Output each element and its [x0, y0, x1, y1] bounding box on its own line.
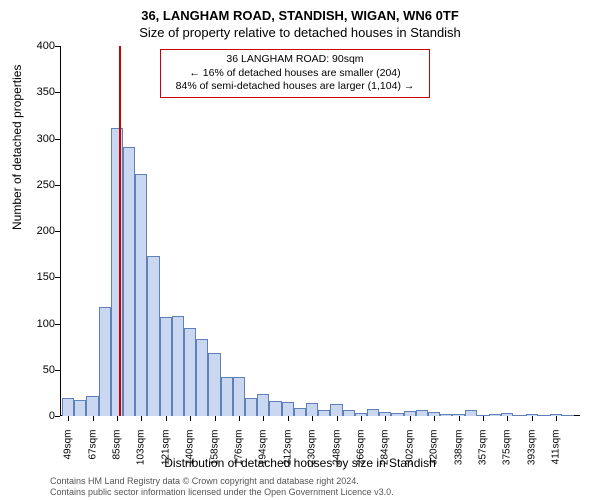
- x-tick-mark: [337, 416, 338, 421]
- x-tick-mark: [434, 416, 435, 421]
- x-tick-mark: [312, 416, 313, 421]
- histogram-bar: [367, 409, 379, 416]
- y-tick-mark: [55, 416, 60, 417]
- x-tick-mark: [483, 416, 484, 421]
- histogram-bar: [99, 307, 111, 416]
- y-tick-label: 400: [25, 40, 55, 52]
- chart-title-main: 36, LANGHAM ROAD, STANDISH, WIGAN, WN6 0…: [0, 0, 600, 23]
- x-tick-mark: [215, 416, 216, 421]
- y-tick-label: 150: [25, 271, 55, 283]
- x-tick-mark: [288, 416, 289, 421]
- y-tick-label: 350: [25, 86, 55, 98]
- y-axis-line: [60, 46, 61, 416]
- y-tick-mark: [55, 92, 60, 93]
- footer-line2: Contains public sector information licen…: [50, 487, 394, 498]
- x-tick-mark: [117, 416, 118, 421]
- property-marker-line: [119, 46, 121, 416]
- histogram-bar: [538, 415, 550, 416]
- x-tick-mark: [410, 416, 411, 421]
- annotation-line3: 84% of semi-detached houses are larger (…: [167, 80, 423, 94]
- y-tick-label: 200: [25, 225, 55, 237]
- chart-plot-area: 050100150200250300350400 36 LANGHAM ROAD…: [60, 46, 580, 416]
- histogram-bar: [221, 377, 233, 416]
- histogram-bar: [208, 353, 220, 416]
- histogram-bar: [196, 339, 208, 416]
- histogram-bar: [391, 413, 403, 416]
- x-tick-mark: [68, 416, 69, 421]
- histogram-bar: [282, 402, 294, 416]
- footer-line1: Contains HM Land Registry data © Crown c…: [50, 476, 394, 487]
- y-tick-mark: [55, 46, 60, 47]
- histogram-bar: [62, 398, 74, 416]
- histogram-bar: [86, 396, 98, 416]
- y-tick-mark: [55, 185, 60, 186]
- x-axis-label: Distribution of detached houses by size …: [0, 456, 600, 470]
- y-tick-mark: [55, 324, 60, 325]
- x-tick-mark: [459, 416, 460, 421]
- y-tick-label: 0: [25, 410, 55, 422]
- histogram-bar: [184, 328, 196, 416]
- histogram-bar: [257, 394, 269, 416]
- x-tick-mark: [556, 416, 557, 421]
- histogram-bar: [562, 415, 574, 416]
- histogram-bar: [74, 400, 86, 416]
- y-tick-label: 250: [25, 179, 55, 191]
- x-tick-mark: [361, 416, 362, 421]
- x-tick-mark: [263, 416, 264, 421]
- histogram-bar: [245, 398, 257, 416]
- histogram-bar: [513, 415, 525, 416]
- x-tick-mark: [141, 416, 142, 421]
- y-axis-label: Number of detached properties: [10, 65, 24, 230]
- x-tick-mark: [385, 416, 386, 421]
- x-tick-mark: [507, 416, 508, 421]
- y-tick-label: 100: [25, 318, 55, 330]
- histogram-bar: [135, 174, 147, 416]
- y-tick-mark: [55, 139, 60, 140]
- x-tick-mark: [166, 416, 167, 421]
- histogram-bar: [416, 410, 428, 416]
- histogram-bar: [489, 414, 501, 416]
- y-tick-label: 50: [25, 364, 55, 376]
- y-tick-label: 300: [25, 133, 55, 145]
- chart-title-sub: Size of property relative to detached ho…: [0, 23, 600, 40]
- histogram-bar: [123, 147, 135, 416]
- histogram-bar: [147, 256, 159, 416]
- histogram-bar: [306, 403, 318, 416]
- x-tick-mark: [190, 416, 191, 421]
- annotation-line2: ← 16% of detached houses are smaller (20…: [167, 67, 423, 81]
- histogram-bar: [269, 401, 281, 416]
- x-tick-mark: [532, 416, 533, 421]
- histogram-bar: [294, 408, 306, 416]
- x-tick-mark: [239, 416, 240, 421]
- histogram-bar: [343, 410, 355, 416]
- x-tick-mark: [93, 416, 94, 421]
- annotation-line1: 36 LANGHAM ROAD: 90sqm: [167, 53, 423, 67]
- histogram-bar: [172, 316, 184, 416]
- histogram-bar: [160, 317, 172, 416]
- histogram-bar: [233, 377, 245, 416]
- histogram-bar: [330, 404, 342, 416]
- histogram-bar: [318, 410, 330, 416]
- annotation-box: 36 LANGHAM ROAD: 90sqm ← 16% of detached…: [160, 49, 430, 98]
- histogram-bar: [440, 414, 452, 416]
- y-tick-mark: [55, 231, 60, 232]
- histogram-bar: [465, 410, 477, 416]
- y-tick-mark: [55, 277, 60, 278]
- footer-attribution: Contains HM Land Registry data © Crown c…: [50, 476, 394, 498]
- y-tick-mark: [55, 370, 60, 371]
